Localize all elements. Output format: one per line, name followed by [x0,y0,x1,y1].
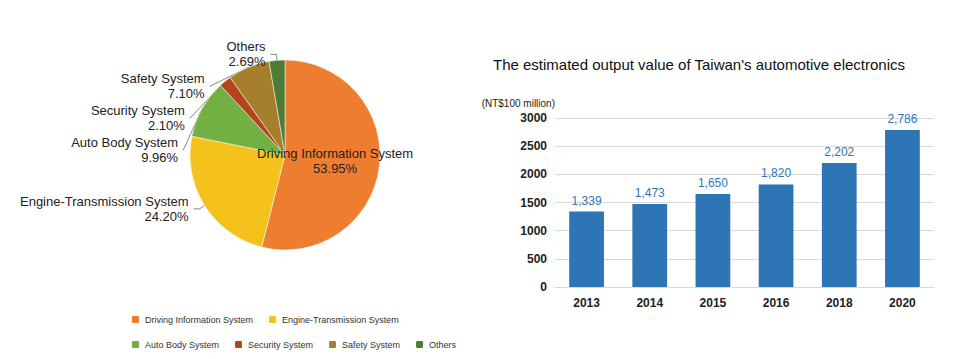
svg-text:Auto Body System: Auto Body System [145,340,219,350]
svg-text:1,650: 1,650 [698,176,728,190]
svg-text:2016: 2016 [763,296,790,310]
svg-text:53.95%: 53.95% [313,161,358,176]
svg-text:Driving Information System: Driving Information System [145,315,253,325]
svg-text:1,339: 1,339 [572,194,602,208]
svg-text:Engine-Transmission System: Engine-Transmission System [282,315,399,325]
svg-text:Security System: Security System [248,340,313,350]
svg-text:1000: 1000 [520,224,547,238]
svg-text:2,786: 2,786 [887,112,917,126]
svg-text:Others: Others [429,340,457,350]
svg-text:2015: 2015 [700,296,727,310]
svg-text:Security System: Security System [91,103,185,118]
svg-text:2.10%: 2.10% [148,118,185,133]
svg-text:3000: 3000 [520,111,547,125]
svg-text:2014: 2014 [636,296,663,310]
svg-text:Others: Others [226,39,266,54]
svg-text:2,202: 2,202 [824,145,854,159]
svg-text:Driving Information System: Driving Information System [257,146,413,161]
svg-text:1,473: 1,473 [635,186,665,200]
svg-text:2018: 2018 [826,296,853,310]
svg-text:24.20%: 24.20% [144,209,189,224]
svg-text:Auto Body System: Auto Body System [71,135,178,150]
svg-text:(NT$100 million): (NT$100 million) [482,98,555,109]
svg-text:7.10%: 7.10% [168,86,205,101]
svg-text:2500: 2500 [520,139,547,153]
svg-text:2013: 2013 [573,296,600,310]
svg-text:2020: 2020 [889,296,916,310]
svg-text:1500: 1500 [520,196,547,210]
svg-text:The estimated output value of: The estimated output value of Taiwan's a… [493,56,905,73]
svg-text:2000: 2000 [520,167,547,181]
svg-text:2.69%: 2.69% [229,54,266,69]
svg-text:Engine-Transmission System: Engine-Transmission System [20,194,189,209]
svg-text:500: 500 [527,252,547,266]
svg-text:1,820: 1,820 [761,166,791,180]
svg-text:Safety System: Safety System [342,340,400,350]
svg-text:9.96%: 9.96% [141,150,178,165]
svg-text:0: 0 [540,280,547,294]
svg-text:Safety System: Safety System [121,71,205,86]
